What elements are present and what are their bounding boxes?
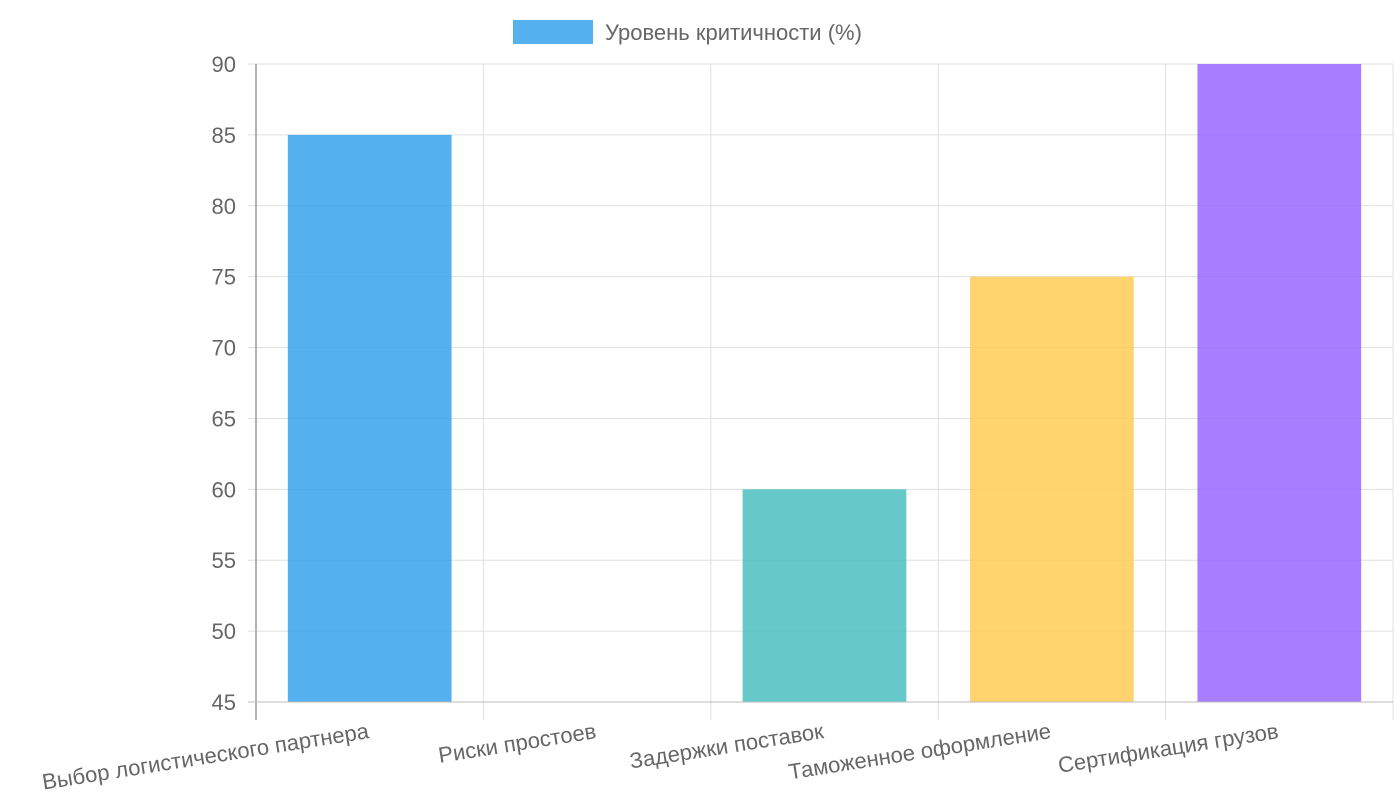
y-tick-label: 65: [212, 406, 236, 431]
bars: [287, 64, 1362, 702]
y-tick-label: 55: [212, 548, 236, 573]
bar: [742, 489, 907, 702]
axes: [248, 64, 1393, 720]
y-tick-label: 45: [212, 690, 236, 715]
bar: [1197, 64, 1362, 702]
y-tick-label: 60: [212, 477, 236, 502]
y-tick-label: 90: [212, 52, 236, 77]
x-category-label: Таможенное оформление: [787, 718, 1053, 784]
y-tick-label: 80: [212, 194, 236, 219]
x-category-label: Риски простоев: [437, 718, 598, 768]
bar: [287, 134, 452, 702]
x-category-label: Сертификация грузов: [1056, 718, 1280, 778]
legend-label[interactable]: Уровень критичности (%): [605, 20, 862, 45]
x-category-label: Выбор логистического партнера: [40, 718, 371, 794]
legend-swatch[interactable]: [513, 20, 593, 44]
legend[interactable]: Уровень критичности (%): [513, 20, 862, 45]
bar: [970, 276, 1134, 702]
y-tick-label: 75: [212, 265, 236, 290]
y-tick-label: 85: [212, 123, 236, 148]
y-tick-label: 50: [212, 619, 236, 644]
y-tick-label: 70: [212, 336, 236, 361]
